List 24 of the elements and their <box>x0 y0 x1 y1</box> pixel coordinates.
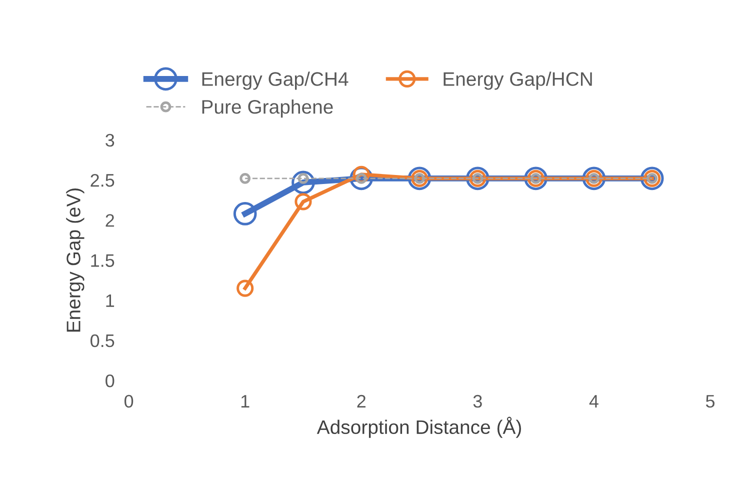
y-tick-label: 3 <box>106 134 114 147</box>
point <box>240 173 251 184</box>
y-tick-label: 2.5 <box>90 174 114 187</box>
point <box>294 193 312 210</box>
y-tick-label: 0 <box>106 374 114 388</box>
x-tick-label: 5 <box>706 395 715 408</box>
point <box>233 202 257 226</box>
legend-label: Energy Gap/CH4 <box>202 72 348 90</box>
point <box>236 280 254 297</box>
y-tick-label: 1.5 <box>91 254 114 267</box>
x-tick-label: 1 <box>241 395 250 408</box>
point <box>640 166 664 190</box>
legend-label: Energy Gap/HCN <box>444 72 592 90</box>
y-tick-label: 0.5 <box>90 334 114 348</box>
x-tick-label: 4 <box>589 395 598 408</box>
point <box>292 170 315 194</box>
y-tick-label: 2 <box>106 214 114 227</box>
x-tick-label: 3 <box>473 394 482 408</box>
x-axis-title: Adsorption Distance (Å) <box>316 416 521 438</box>
y-tick-label: 1 <box>106 294 114 307</box>
x-tick-label: 2 <box>357 394 366 408</box>
legend-label: Pure Graphene <box>202 99 333 118</box>
x-tick-label: 0 <box>124 394 134 408</box>
y-axis-title: Energy Gap (eV) <box>66 188 84 332</box>
